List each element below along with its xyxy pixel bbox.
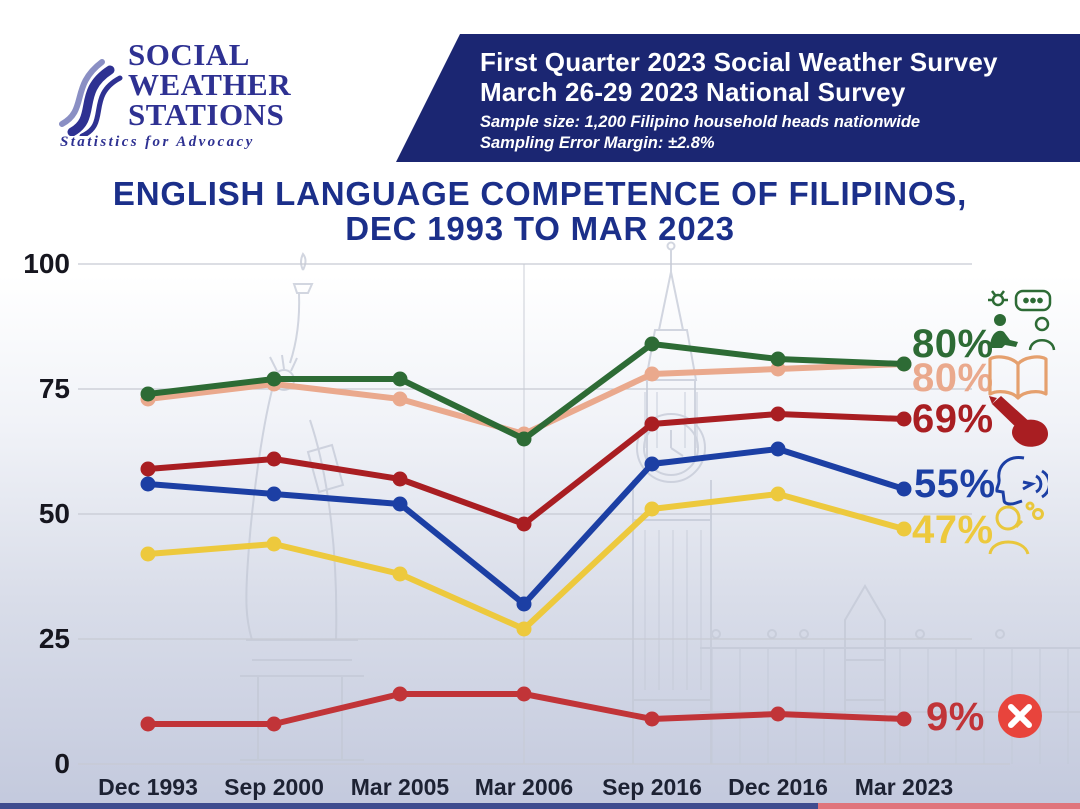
logo-tagline: Statistics for Advocacy — [60, 134, 255, 150]
data-point-write-hand — [516, 516, 532, 532]
x-label-mar-2023: Mar 2023 — [854, 774, 954, 800]
data-point-write-hand — [266, 451, 282, 467]
data-point-cross-circle — [770, 706, 786, 722]
data-point-read-book — [644, 366, 660, 382]
x-label-sep-2000: Sep 2000 — [224, 774, 324, 800]
data-point-speak — [140, 476, 156, 492]
logo-word-weather: WEATHER — [128, 67, 292, 102]
data-point-write-hand — [770, 406, 786, 422]
end-label-think: 47% — [912, 508, 994, 552]
end-label-read: 80% — [912, 356, 994, 400]
data-point-write-hand — [392, 471, 408, 487]
data-point-speak — [266, 486, 282, 502]
data-point-understand — [644, 336, 660, 352]
banner-title-line1: First Quarter 2023 Social Weather Survey — [480, 47, 998, 77]
data-point-cross-circle — [644, 711, 660, 727]
y-tick-100: 100 — [23, 248, 70, 279]
data-point-understand — [770, 351, 786, 367]
logo-word-social: SOCIAL — [128, 37, 250, 72]
write-hand-icon — [988, 394, 1050, 453]
data-point-think — [516, 621, 532, 637]
chart-title-line1: ENGLISH LANGUAGE COMPETENCE OF FILIPINOS… — [112, 175, 968, 212]
banner-sample-size: Sample size: 1,200 Filipino household he… — [480, 113, 921, 131]
end-label-write: 69% — [912, 397, 994, 441]
data-point-cross-circle — [516, 686, 532, 702]
data-point-read-book — [392, 391, 408, 407]
data-point-speak — [392, 496, 408, 512]
data-point-speak — [896, 481, 912, 497]
y-tick-25: 25 — [38, 623, 70, 654]
page-title: ENGLISH LANGUAGE COMPETENCE OF FILIPINOS… — [0, 176, 1080, 246]
x-label-sep-2016: Sep 2016 — [602, 774, 702, 800]
x-label-dec-1993: Dec 1993 — [98, 774, 198, 800]
data-point-think — [770, 486, 786, 502]
data-point-cross-circle — [140, 716, 156, 732]
series-line-read-book — [145, 361, 907, 437]
end-label-understand: 80% — [912, 322, 994, 366]
x-label-mar-2005: Mar 2005 — [350, 774, 450, 800]
sws-swoosh-icon — [59, 59, 123, 136]
data-point-think — [266, 536, 282, 552]
data-point-cross-circle — [266, 716, 282, 732]
end-label-speak: 55% — [914, 462, 996, 506]
y-tick-0: 0 — [54, 748, 70, 779]
sws-logo: SOCIAL WEATHER STATIONS Statistics for A… — [56, 38, 316, 156]
footer-strip-right — [818, 803, 1080, 809]
think-icon — [986, 498, 1046, 561]
footer-strip-left — [0, 803, 818, 809]
data-point-speak — [770, 441, 786, 457]
data-point-understand — [266, 371, 282, 387]
data-point-write-hand — [644, 416, 660, 432]
logo-word-stations: STATIONS — [128, 97, 285, 132]
data-point-think — [644, 501, 660, 517]
y-tick-75: 75 — [38, 373, 70, 404]
data-point-speak — [516, 596, 532, 612]
data-point-think — [392, 566, 408, 582]
data-point-understand — [516, 431, 532, 447]
series-line-understand — [145, 341, 907, 442]
data-point-think — [140, 546, 156, 562]
data-point-cross-circle — [392, 686, 408, 702]
data-point-think — [896, 521, 912, 537]
data-point-understand — [140, 386, 156, 402]
chart-title-line2: DEC 1993 TO MAR 2023 — [345, 210, 735, 247]
cross-circle-icon — [997, 693, 1043, 744]
survey-banner: First Quarter 2023 Social Weather Survey… — [396, 34, 1080, 162]
understand-icon — [984, 288, 1058, 357]
data-point-write-hand — [896, 411, 912, 427]
end-label-not-competent: 9% — [926, 695, 985, 739]
data-point-understand — [896, 356, 912, 372]
y-tick-50: 50 — [38, 498, 70, 529]
banner-title-line2: March 26-29 2023 National Survey — [480, 77, 906, 107]
x-label-dec-2016: Dec 2016 — [728, 774, 828, 800]
data-point-speak — [644, 456, 660, 472]
read-book-icon — [986, 352, 1050, 411]
data-point-understand — [392, 371, 408, 387]
data-point-write-hand — [140, 461, 156, 477]
x-label-mar-2006: Mar 2006 — [474, 774, 574, 800]
data-point-cross-circle — [896, 711, 912, 727]
banner-error-margin: Sampling Error Margin: ±2.8% — [480, 134, 715, 152]
gridlines — [78, 263, 1010, 765]
